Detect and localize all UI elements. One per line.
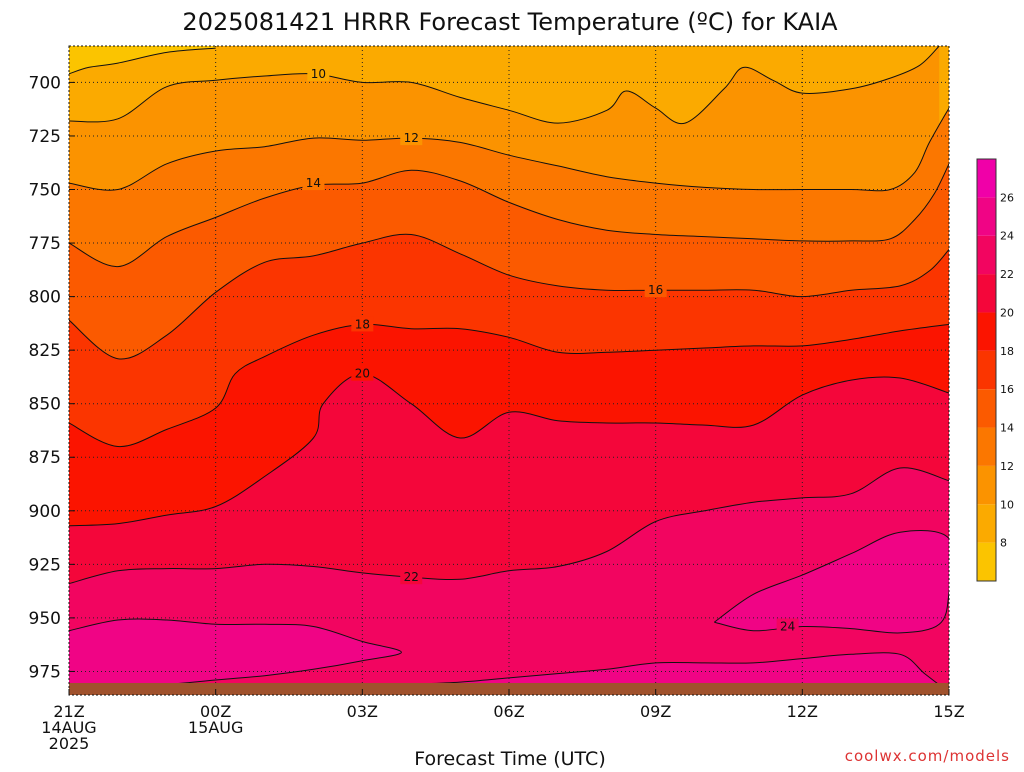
contour-label-bg [302,175,325,191]
colorbar-frame [976,158,997,582]
x-tick-label-06Z: 06Z [493,702,524,721]
colorbar-swatch [977,427,996,466]
colorbar-swatch [977,312,996,351]
colorbar-label-10: 10 [1000,498,1014,511]
contour-label-20: 20 [355,367,370,381]
contour-label-24: 24 [780,619,795,633]
contour-line-24 [362,652,945,689]
y-tick-label-875: 875 [29,448,61,468]
contour-label-bg [351,365,374,381]
y-tick-label-925: 925 [29,555,61,575]
x-tick-label-2025: 2025 [49,734,90,753]
band-above-24 [714,530,949,633]
colorbar-label-26: 26 [1000,191,1014,204]
contour-label-bg [644,282,667,298]
colorbar-label-22: 22 [1000,268,1014,281]
y-tick-label-975: 975 [29,662,61,682]
band-above-24 [69,619,402,695]
colorbar-label-20: 20 [1000,306,1014,319]
contour-label-bg [400,130,423,146]
y-tick-label-850: 850 [29,395,61,415]
y-tick-label-825: 825 [29,341,61,361]
contour-line-10 [69,47,216,75]
contour-label-bg [776,618,799,634]
contour-line-16 [69,233,949,360]
credit-text: coolwx.com/models [845,747,1010,765]
x-tick-label-03Z: 03Z [347,702,378,721]
contour-line-22 [69,467,949,585]
y-tick-label-750: 750 [29,181,61,201]
x-tick-label-00Z: 00Z [200,702,231,721]
contour-label-12: 12 [404,131,419,145]
plot-area: 10 12 14 16 18 20 22 24 [69,46,949,695]
y-tick-label-775: 775 [29,234,61,254]
colorbar-swatch [977,274,996,313]
y-axis: 700 725 750 775 800 825 850 875 900 925 950 975 [29,73,75,682]
x-tick-label-15Z: 15Z [933,702,964,721]
colorbar-swatch [977,159,996,198]
colorbar-swatch [977,350,996,390]
colorbar: 8 10 12 14 16 18 20 22 24 26 [976,158,1014,582]
contour-line-10 [69,46,940,125]
y-tick-label-950: 950 [29,609,61,629]
colorbar-label-24: 24 [1000,230,1014,243]
x-tick-label-14AUG: 14AUG [41,718,96,737]
contour-line-20 [69,373,949,527]
contour-label-bg [400,569,423,585]
y-tick-label-800: 800 [29,288,61,308]
contour-label-14: 14 [306,176,321,190]
chart-title: 2025081421 HRRR Forecast Temperature (ºC… [182,8,838,36]
contour-lines [69,46,949,690]
x-tick-label-12Z: 12Z [787,702,818,721]
contour-line-12 [69,107,949,192]
y-tick-label-700: 700 [29,73,61,93]
contour-line-24 [714,529,949,634]
contour-label-18: 18 [355,317,370,331]
contour-labels: 10 12 14 16 18 20 22 24 [302,65,799,634]
contour-line-14 [69,163,949,268]
colorbar-swatch [977,465,996,505]
y-tick-label-900: 900 [29,502,61,522]
colorbar-label-14: 14 [1000,422,1014,435]
contour-line-18 [69,323,949,448]
band-8-10 [69,46,216,74]
temperature-bands [69,46,949,695]
x-tick-label-15AUG: 15AUG [188,718,243,737]
colorbar-label-16: 16 [1000,383,1014,396]
colorbar-label-12: 12 [1000,460,1014,473]
contour-label-bg [351,316,374,332]
y-tick-label-725: 725 [29,127,61,147]
colorbar-label-8: 8 [1000,537,1007,550]
x-tick-label-21Z: 21Z [53,702,84,721]
x-tick-label-09Z: 09Z [640,702,671,721]
contour-label-bg [307,65,330,81]
contour-label-22: 22 [404,570,419,584]
colorbar-swatch [977,542,996,581]
colorbar-swatch [977,504,996,543]
grid-lines [69,46,949,695]
colorbar-swatch [977,197,996,236]
colorbar-label-18: 18 [1000,345,1014,358]
contour-label-16: 16 [648,283,663,297]
colorbar-swatch [977,389,996,428]
contour-label-10: 10 [311,67,326,81]
x-axis-title: Forecast Time (UTC) [414,748,605,768]
colorbar-swatch [977,235,996,275]
